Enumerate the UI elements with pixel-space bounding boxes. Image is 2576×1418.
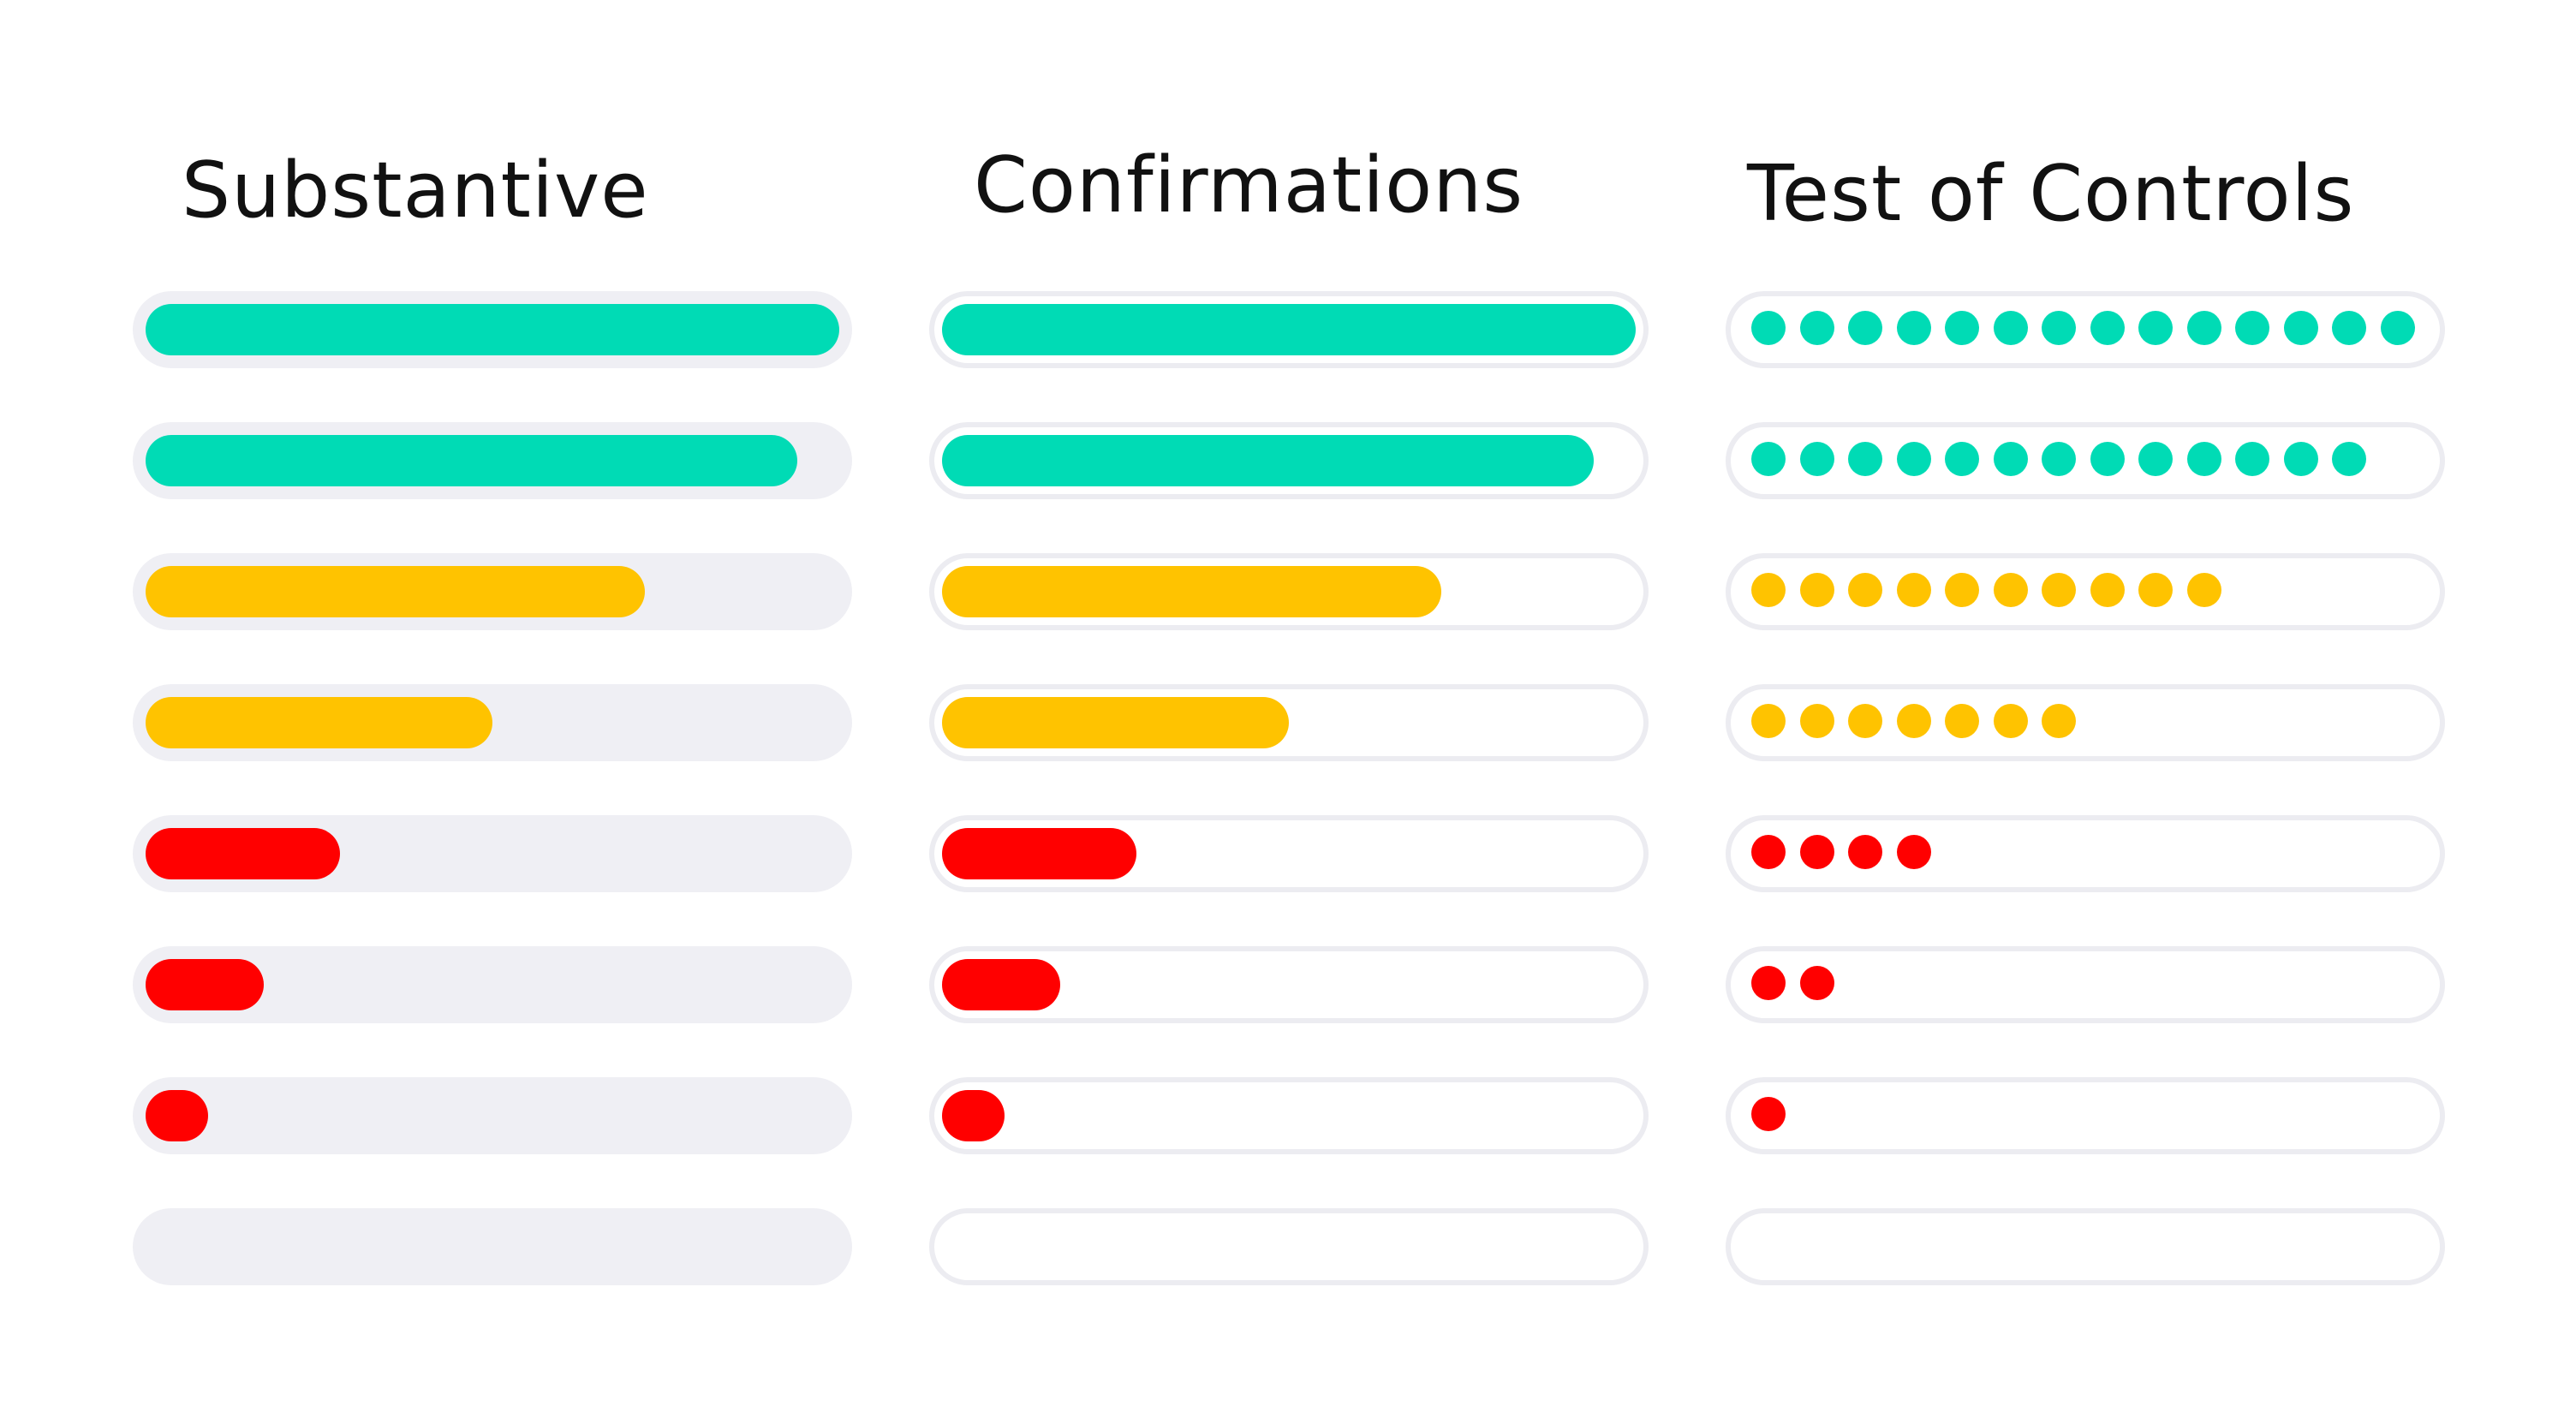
test-of-controls-column [1726, 291, 2445, 1339]
substantive-progress-track [133, 684, 852, 761]
controls-dot [2138, 573, 2173, 607]
confirmations-progress-fill [942, 1090, 1005, 1141]
confirmations-progress-fill [942, 304, 1636, 355]
controls-dot [1751, 311, 1786, 345]
confirmations-progress-fill [942, 435, 1595, 486]
controls-dot [2332, 442, 2366, 476]
controls-dot [2380, 311, 2415, 345]
controls-dot [1751, 573, 1786, 607]
controls-dot [1799, 573, 1834, 607]
controls-dot-track [1726, 291, 2445, 368]
confirmations-progress-track [929, 946, 1649, 1023]
controls-dot [1799, 835, 1834, 869]
substantive-progress-fill [146, 1090, 208, 1141]
substantive-progress-track [133, 291, 852, 368]
controls-dot [2042, 442, 2076, 476]
controls-dot-track [1726, 946, 2445, 1023]
controls-dot [1751, 1097, 1786, 1131]
controls-dot [2042, 704, 2076, 738]
controls-dot [1751, 704, 1786, 738]
controls-dot [2186, 311, 2221, 345]
substantive-title: Substantive [182, 146, 649, 235]
confirmations-progress-track [929, 422, 1649, 499]
controls-dot [1751, 442, 1786, 476]
controls-dot [1993, 573, 2028, 607]
controls-dot [1848, 704, 1882, 738]
confirmations-progress-track [929, 1077, 1649, 1154]
controls-dot [1799, 442, 1834, 476]
controls-dot [1896, 442, 1931, 476]
controls-dot [1993, 311, 2028, 345]
substantive-progress-track [133, 553, 852, 630]
controls-dot [1993, 704, 2028, 738]
substantive-progress-track [133, 1077, 852, 1154]
controls-dot-track [1726, 1077, 2445, 1154]
substantive-progress-track [133, 422, 852, 499]
controls-dot [2042, 573, 2076, 607]
controls-dot [1848, 835, 1882, 869]
controls-dot [2283, 442, 2318, 476]
confirmations-progress-track [929, 815, 1649, 892]
controls-dot-track [1726, 1208, 2445, 1285]
controls-dot [2283, 311, 2318, 345]
confirmations-progress-fill [942, 828, 1136, 879]
substantive-column [133, 291, 852, 1339]
confirmations-progress-track [929, 553, 1649, 630]
controls-dot [1896, 835, 1931, 869]
controls-dot [1848, 311, 1882, 345]
confirmations-progress-track [929, 1208, 1649, 1285]
controls-dot [2090, 311, 2125, 345]
substantive-progress-fill [146, 304, 839, 355]
controls-dot [1896, 311, 1931, 345]
controls-dot [2090, 573, 2125, 607]
controls-dot [1799, 966, 1834, 1000]
controls-dot [1799, 704, 1834, 738]
controls-dot [1945, 704, 1979, 738]
controls-dot [1848, 573, 1882, 607]
controls-dot [1751, 835, 1786, 869]
controls-dot [2042, 311, 2076, 345]
controls-dot [1896, 573, 1931, 607]
substantive-progress-track [133, 946, 852, 1023]
controls-dot-track [1726, 553, 2445, 630]
substantive-progress-fill [146, 566, 646, 617]
confirmations-progress-track [929, 684, 1649, 761]
substantive-progress-track [133, 815, 852, 892]
confirmations-title: Confirmations [974, 140, 1524, 230]
controls-dot [2186, 573, 2221, 607]
substantive-progress-fill [146, 435, 798, 486]
confirmations-progress-fill [942, 566, 1442, 617]
controls-dot [1896, 704, 1931, 738]
controls-dot [1799, 311, 1834, 345]
controls-dot [2138, 311, 2173, 345]
controls-dot [1848, 442, 1882, 476]
test-of-controls-title: Test of Controls [1747, 149, 2355, 239]
controls-dot [2186, 442, 2221, 476]
controls-dot [1945, 573, 1979, 607]
controls-dot [2332, 311, 2366, 345]
confirmations-progress-fill [942, 959, 1060, 1010]
confirmations-progress-track [929, 291, 1649, 368]
controls-dot [1945, 442, 1979, 476]
controls-dot-track [1726, 684, 2445, 761]
substantive-progress-fill [146, 828, 340, 879]
substantive-progress-fill [146, 959, 264, 1010]
controls-dot [2138, 442, 2173, 476]
confirmations-column [929, 291, 1649, 1339]
controls-dot [2235, 311, 2269, 345]
confirmations-progress-fill [942, 697, 1289, 748]
substantive-progress-track [133, 1208, 852, 1285]
controls-dot [1751, 966, 1786, 1000]
substantive-progress-fill [146, 697, 492, 748]
controls-dot-track [1726, 422, 2445, 499]
controls-dot [1993, 442, 2028, 476]
controls-dot [2235, 442, 2269, 476]
controls-dot [2090, 442, 2125, 476]
controls-dot-track [1726, 815, 2445, 892]
controls-dot [1945, 311, 1979, 345]
